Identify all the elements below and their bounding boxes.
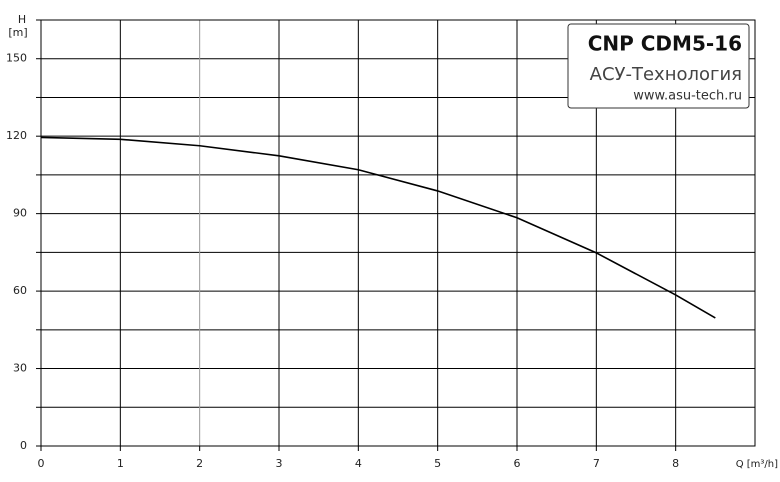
y-tick-label: 150 <box>6 52 27 65</box>
x-tick-label: 4 <box>355 457 362 470</box>
x-tick-label: 7 <box>593 457 600 470</box>
y-tick-label: 120 <box>6 129 27 142</box>
y-tick-label: 90 <box>13 207 27 220</box>
y-unit: [m] <box>8 26 27 39</box>
x-tick-label: 1 <box>117 457 124 470</box>
x-tick-label: 2 <box>196 457 203 470</box>
x-label: Q [m³/h] <box>736 459 778 470</box>
title: CNP CDM5-16 <box>588 32 742 56</box>
y-tick-label: 60 <box>13 284 27 297</box>
x-tick-label: 0 <box>38 457 45 470</box>
x-tick-label: 6 <box>514 457 521 470</box>
y-label: H <box>18 13 26 26</box>
subtitle: АСУ-Технология <box>590 64 742 85</box>
y-tick-label: 30 <box>13 362 27 375</box>
x-tick-label: 8 <box>672 457 679 470</box>
plot-frame <box>40 19 756 447</box>
title-box <box>567 23 750 109</box>
source: www.asu-tech.ru <box>633 89 742 104</box>
pump-curve <box>40 136 716 319</box>
x-tick-label: 3 <box>276 457 283 470</box>
x-tick-label: 5 <box>434 457 441 470</box>
y-tick-label: 0 <box>20 439 27 452</box>
